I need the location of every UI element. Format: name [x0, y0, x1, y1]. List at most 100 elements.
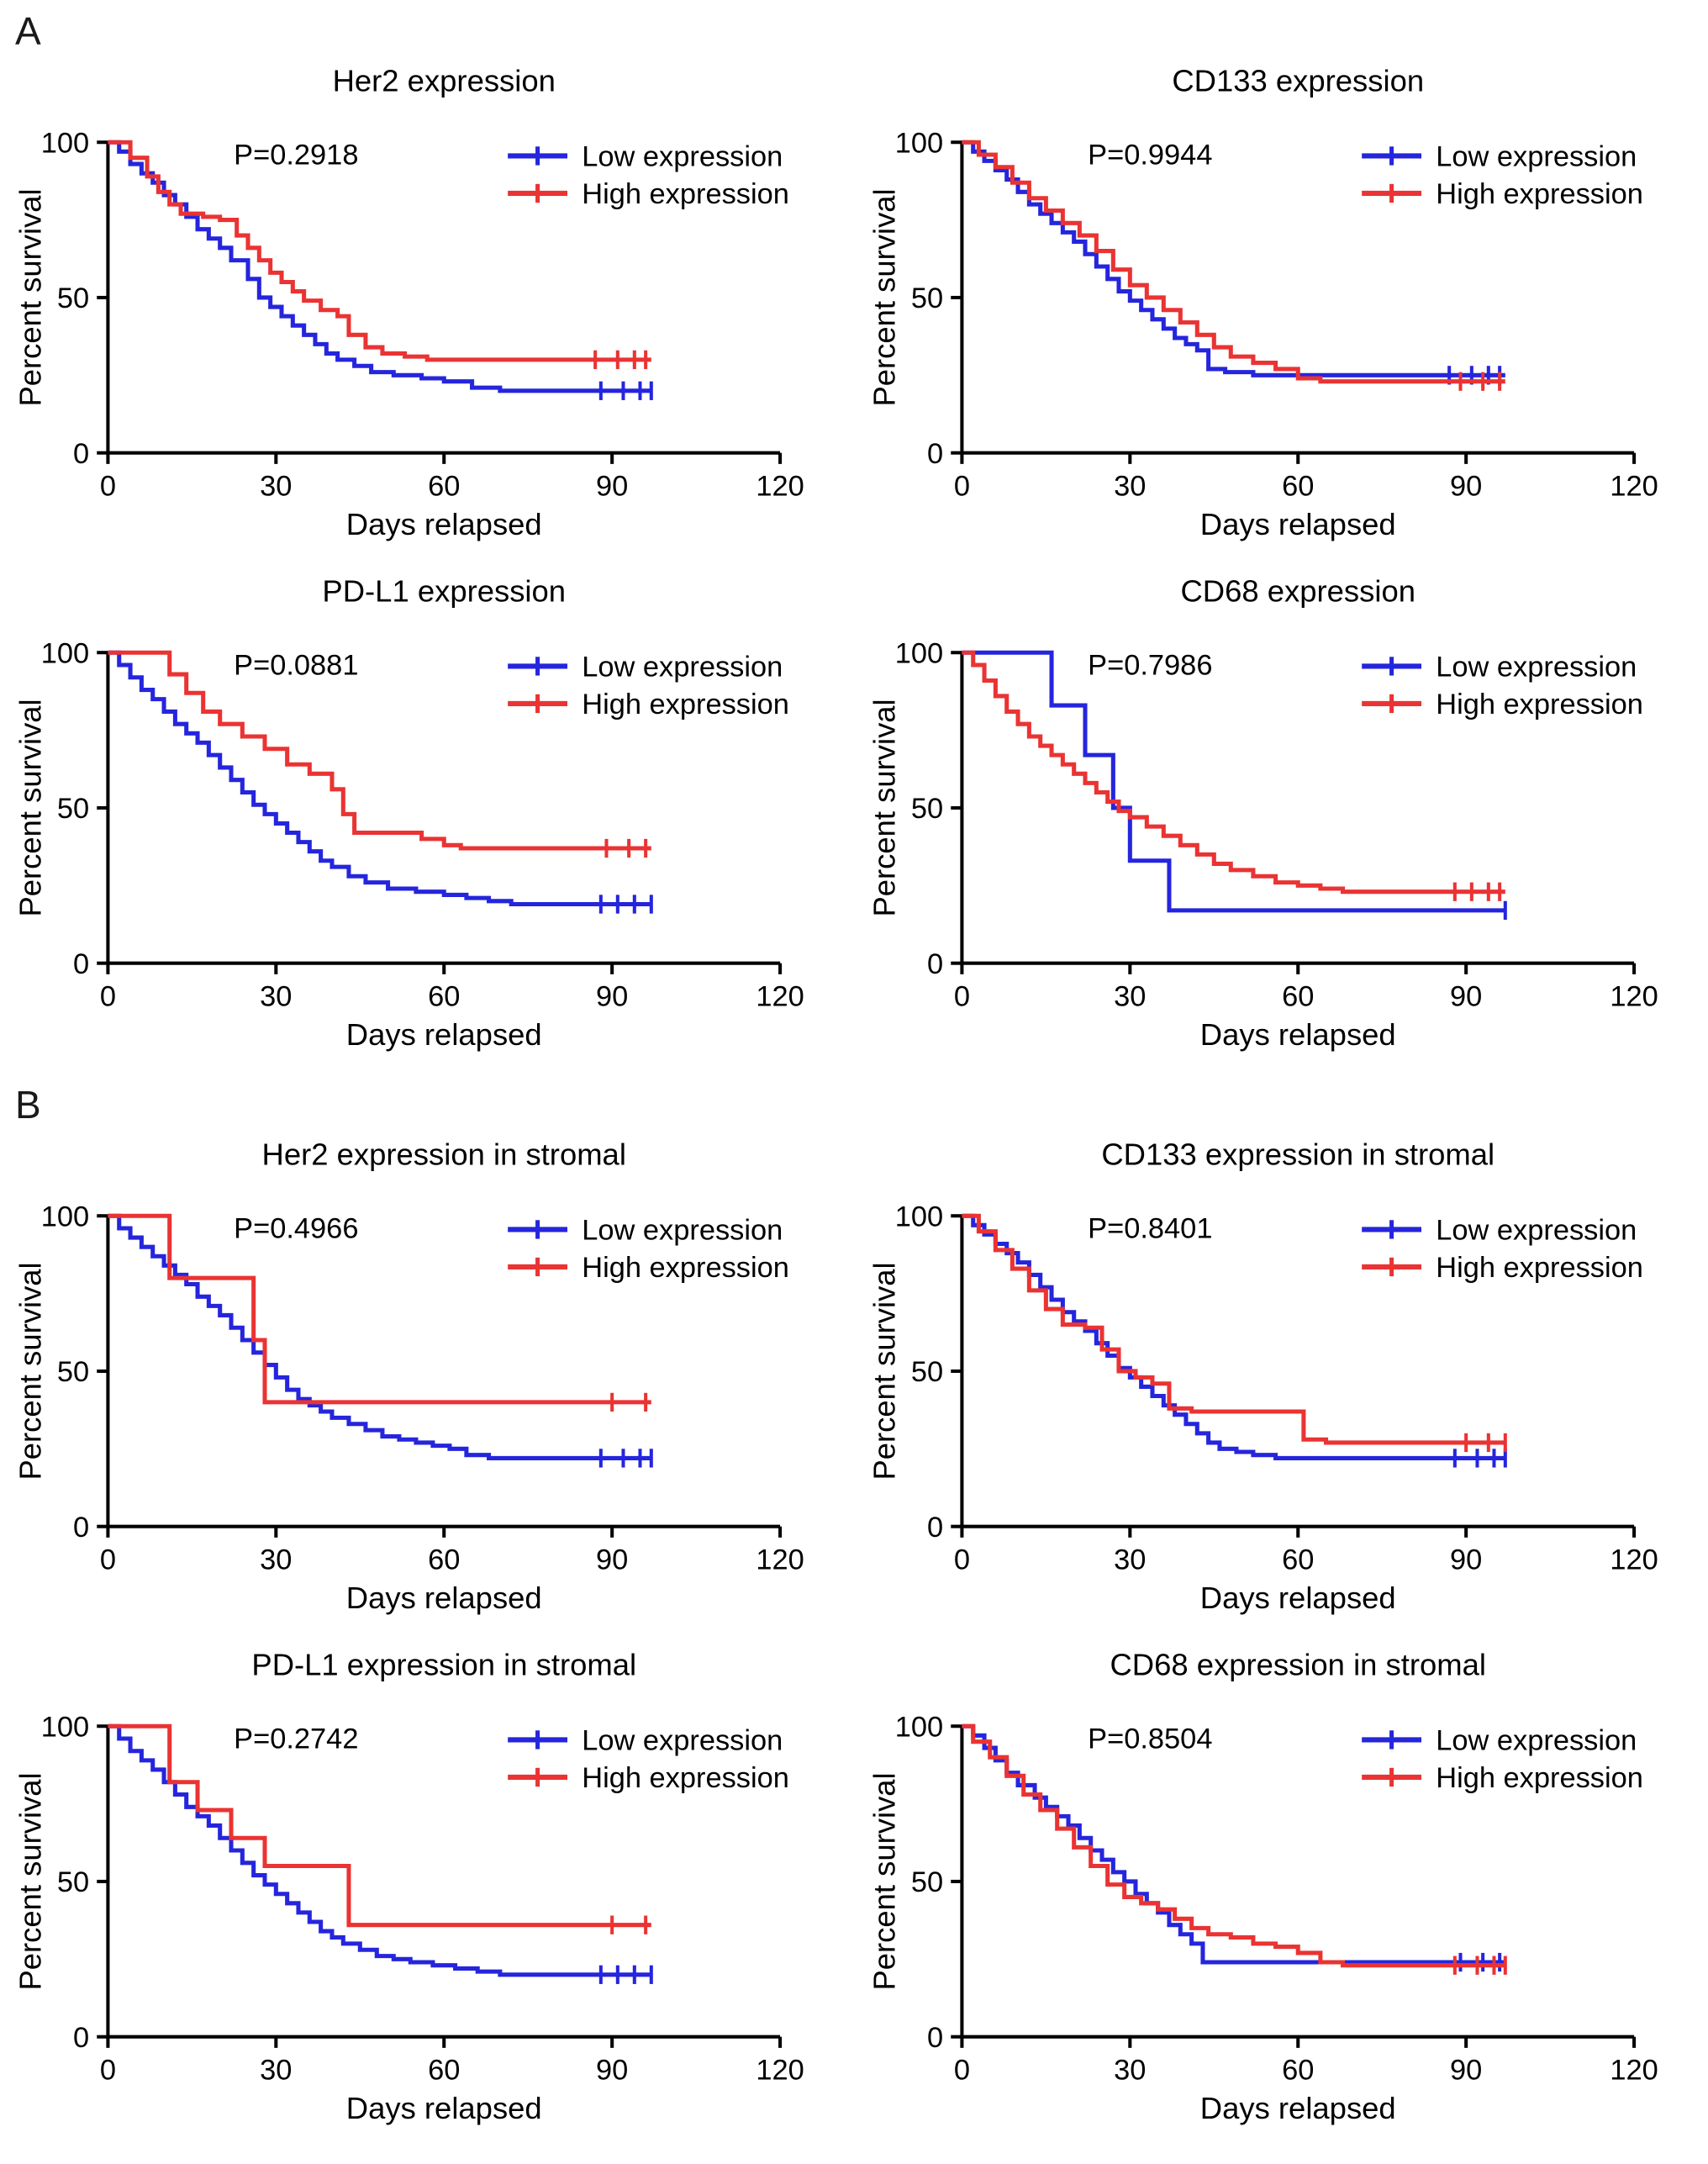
x-tick-label: 60 [1282, 981, 1314, 1013]
km-curve-high [108, 140, 651, 362]
y-tick-label: 0 [927, 1512, 943, 1544]
x-tick-label: 30 [1114, 2054, 1146, 2086]
km-curve-low [962, 651, 1505, 913]
x-tick-label: 120 [756, 470, 804, 502]
y-tick-label: 0 [927, 2022, 943, 2054]
p-value-label: P=0.0881 [234, 650, 358, 682]
x-tick-label: 120 [1610, 470, 1658, 502]
y-axis-label: Percent survival [867, 188, 901, 406]
km-curve-low [108, 1213, 651, 1460]
x-tick-label: 60 [1282, 2054, 1314, 2086]
p-value-label: P=0.8401 [1088, 1212, 1212, 1244]
y-tick-label: 0 [73, 948, 89, 980]
legend-label-high: High expression [582, 1762, 789, 1794]
legend-label-high: High expression [1436, 178, 1643, 210]
y-tick-label: 100 [41, 638, 89, 670]
km-curve-high [962, 1723, 1505, 1968]
y-tick-label: 0 [73, 438, 89, 470]
y-tick-label: 100 [41, 127, 89, 159]
x-axis-label: Days relapsed [1200, 1581, 1396, 1615]
y-tick-label: 50 [57, 282, 89, 314]
x-axis-label: Days relapsed [346, 1581, 542, 1615]
km-curve-low [962, 1723, 1505, 1965]
x-tick-label: 0 [100, 981, 116, 1013]
y-tick-label: 100 [895, 127, 943, 159]
x-tick-label: 30 [260, 981, 292, 1013]
km-chart-svg: CD68 expression in stromal P=0.8504 0 30 60 9… [867, 1648, 1658, 2125]
x-tick-label: 90 [1450, 2054, 1482, 2086]
legend-label-low: Low expression [1436, 1214, 1637, 1246]
chart-title: Her2 expression [333, 63, 556, 98]
y-tick-label: 50 [911, 282, 943, 314]
chart-title: CD133 expression in stromal [1101, 1137, 1494, 1171]
km-curve-high [108, 1723, 651, 1928]
x-tick-label: 120 [1610, 981, 1658, 1013]
km-curve-high [108, 651, 651, 851]
y-axis-label: Percent survival [867, 1262, 901, 1480]
chart-pdl1-expression-stromal: PD-L1 expression in stromal P=0.2742 0 30 60… [10, 1641, 844, 2151]
x-tick-label: 120 [756, 1544, 804, 1575]
chart-cd133-expression: CD133 expression P=0.9944 0 30 60 90 120 0 50 100… [864, 57, 1698, 567]
x-tick-label: 0 [954, 981, 970, 1013]
x-tick-label: 30 [1114, 470, 1146, 502]
chart-title: PD-L1 expression [322, 574, 566, 609]
legend-label-low: Low expression [1436, 141, 1637, 173]
km-curve-high [962, 651, 1505, 895]
x-axis-label: Days relapsed [346, 1017, 542, 1052]
x-tick-label: 90 [596, 470, 628, 502]
y-tick-label: 100 [895, 638, 943, 670]
x-tick-label: 90 [1450, 981, 1482, 1013]
x-tick-label: 120 [1610, 2054, 1658, 2086]
y-tick-label: 0 [73, 1512, 89, 1544]
p-value-label: P=0.8504 [1088, 1723, 1212, 1755]
chart-title: PD-L1 expression in stromal [251, 1648, 636, 1682]
legend-label-high: High expression [1436, 689, 1643, 720]
chart-cd133-expression-stromal: CD133 expression in stromal P=0.8401 0 30 60… [864, 1131, 1698, 1641]
y-tick-label: 50 [57, 793, 89, 825]
x-tick-label: 90 [596, 981, 628, 1013]
km-chart-svg: PD-L1 expression in stromal P=0.2742 0 30 60… [13, 1648, 804, 2125]
y-axis-label: Percent survival [867, 1772, 901, 1990]
x-tick-label: 60 [428, 470, 460, 502]
y-axis-label: Percent survival [867, 699, 901, 917]
x-tick-label: 0 [954, 470, 970, 502]
p-value-label: P=0.4966 [234, 1212, 358, 1244]
x-tick-label: 60 [428, 981, 460, 1013]
legend-label-high: High expression [1436, 1252, 1643, 1284]
p-value-label: P=0.2742 [234, 1723, 358, 1755]
y-tick-label: 100 [895, 1711, 943, 1743]
km-chart-svg: CD68 expression P=0.7986 0 30 60 90 120 0 50 100 D… [867, 574, 1658, 1052]
x-tick-label: 90 [596, 1544, 628, 1575]
km-curve-low [962, 1213, 1505, 1460]
panel-b-grid: Her2 expression in stromal P=0.4966 0 30 60 9… [10, 1131, 1698, 2152]
x-tick-label: 30 [260, 1544, 292, 1575]
km-curve-low [108, 140, 651, 393]
chart-her2-expression: Her2 expression P=0.2918 0 30 60 90 120 0 50 100 D… [10, 57, 844, 567]
x-tick-label: 60 [428, 1544, 460, 1575]
x-tick-label: 30 [260, 470, 292, 502]
x-tick-label: 0 [100, 470, 116, 502]
chart-title: CD133 expression [1172, 63, 1424, 98]
legend-label-low: Low expression [582, 652, 783, 684]
p-value-label: P=0.7986 [1088, 650, 1212, 682]
x-tick-label: 60 [1282, 1544, 1314, 1575]
legend-label-high: High expression [1436, 1762, 1643, 1794]
chart-title: CD68 expression in stromal [1110, 1648, 1486, 1682]
x-tick-label: 60 [1282, 470, 1314, 502]
km-curve-high [962, 1213, 1505, 1445]
km-curve-high [108, 1213, 651, 1405]
x-tick-label: 90 [1450, 470, 1482, 502]
y-axis-label: Percent survival [13, 1772, 47, 1990]
km-curve-high [962, 140, 1505, 384]
y-tick-label: 0 [927, 948, 943, 980]
x-tick-label: 30 [1114, 1544, 1146, 1575]
x-tick-label: 0 [100, 2054, 116, 2086]
y-tick-label: 50 [911, 793, 943, 825]
km-chart-svg: Her2 expression in stromal P=0.4966 0 30 60 9… [13, 1137, 804, 1615]
chart-her2-expression-stromal: Her2 expression in stromal P=0.4966 0 30 60 9… [10, 1131, 844, 1641]
y-axis-label: Percent survival [13, 188, 47, 406]
km-chart-svg: CD133 expression P=0.9944 0 30 60 90 120 0 50 100… [867, 63, 1658, 541]
chart-title: CD68 expression [1180, 574, 1415, 609]
km-curve-low [108, 1723, 651, 1977]
